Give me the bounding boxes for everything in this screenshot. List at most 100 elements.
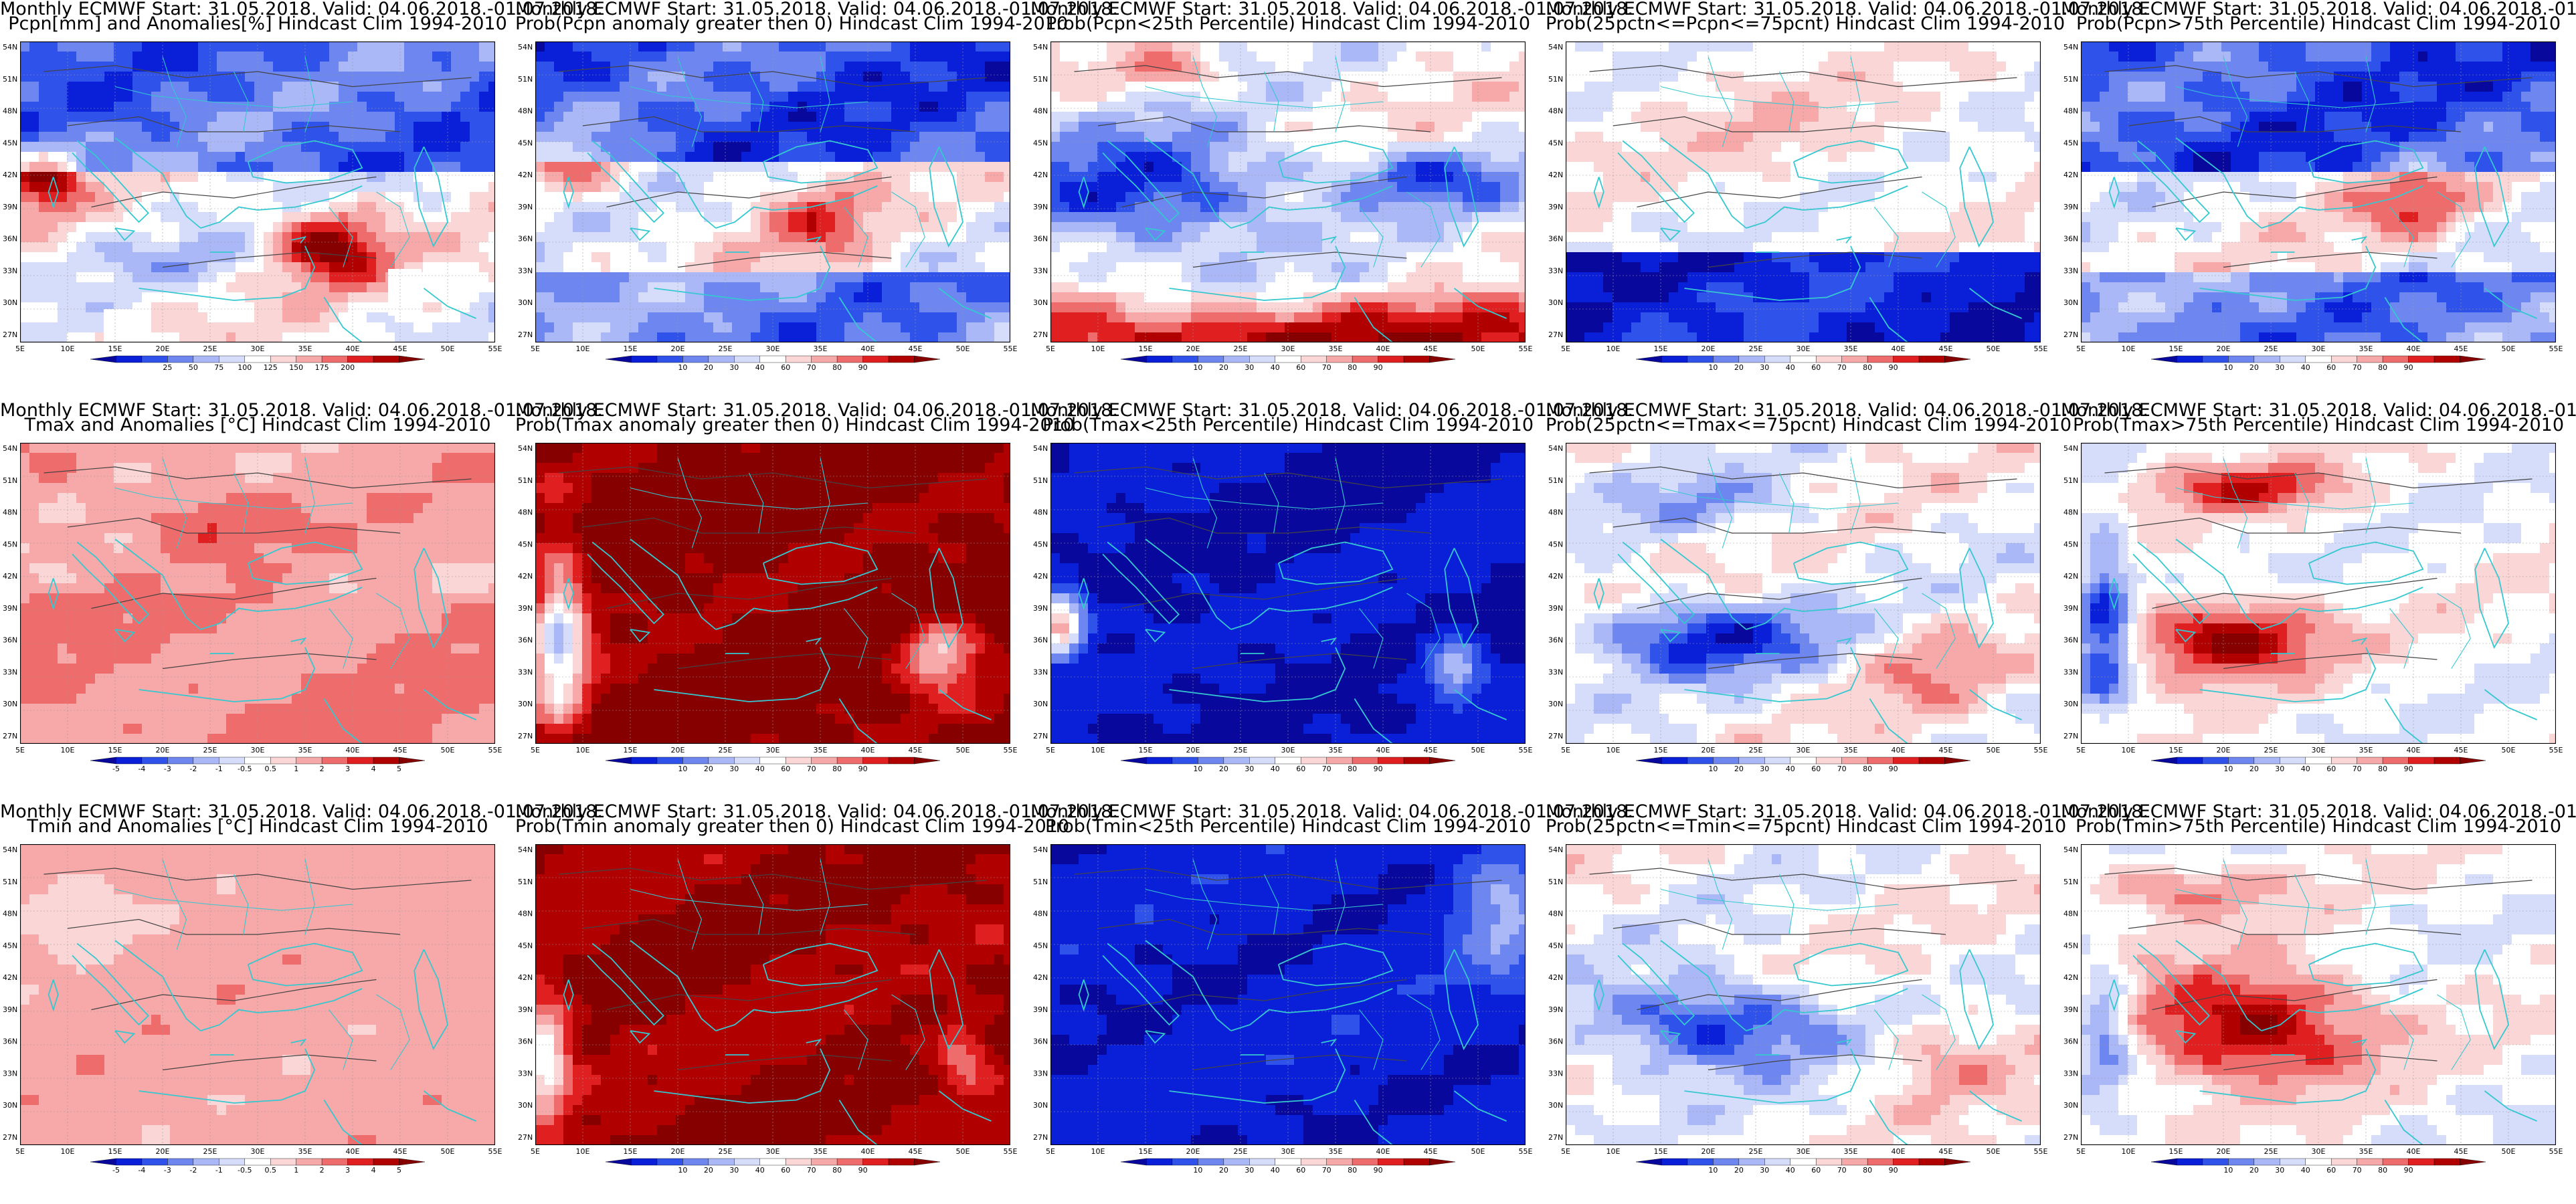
latitude-label: 42N [1033, 171, 1048, 179]
color-bar-segment [167, 355, 194, 363]
color-bar-label: -5 [112, 765, 120, 773]
longitude-label: 55E [2549, 746, 2563, 755]
longitude-label: 15E [2169, 1147, 2183, 1156]
latitude-label: 36N [1033, 1037, 1048, 1046]
longitude-label: 10E [1091, 344, 1105, 353]
field-cells [20, 443, 495, 744]
latitude-label: 30N [1548, 1101, 1563, 1110]
color-bar-label: 50 [189, 363, 198, 372]
longitude-label: 5E [531, 344, 540, 353]
panel-title-line1: Monthly ECMWF Start: 31.05.2018. Valid: … [0, 803, 603, 821]
color-bar-label: 20 [704, 765, 713, 773]
latitude-label: 27N [1033, 732, 1048, 740]
panel-title-line1: Monthly ECMWF Start: 31.05.2018. Valid: … [2061, 0, 2576, 19]
longitude-label: 45E [1424, 746, 1438, 755]
latitude-label: 30N [1033, 298, 1048, 307]
color-bar-segment [1816, 355, 1842, 363]
color-bar-label: 30 [2275, 765, 2284, 773]
panel-title-line2: Prob(25pctn<=Pcpn<=75pcnt) Hindcast Clim… [1546, 15, 2065, 33]
color-bar-segment [1429, 757, 1456, 765]
field-cells [2081, 443, 2556, 744]
map-panel: Monthly ECMWF Start: 31.05.2018. Valid: … [515, 401, 1118, 803]
latitude-label: 39N [3, 604, 17, 613]
map-panel: Monthly ECMWF Start: 31.05.2018. Valid: … [0, 803, 603, 1204]
longitude-label: 40E [1892, 1147, 1906, 1156]
longitude-label: 5E [1046, 344, 1055, 353]
color-bar-segment [631, 1158, 658, 1166]
color-bar-segment [2202, 355, 2229, 363]
color-bar-segment [399, 1158, 426, 1166]
color-bar-segment [193, 355, 219, 363]
color-bar-segment [1661, 355, 1688, 363]
color-bar-label: 70 [2353, 765, 2362, 773]
panel-title-line1: Monthly ECMWF Start: 31.05.2018. Valid: … [0, 401, 603, 420]
color-bar-label: 70 [1837, 363, 1847, 372]
color-bar-segment [1893, 757, 1920, 765]
color-bar-segment [759, 355, 786, 363]
longitude-label: 25E [1749, 746, 1763, 755]
color-bar-label: 40 [1271, 363, 1280, 372]
latitude-label: 54N [518, 845, 533, 854]
color-bar: 25 50 75 100 125 150 175 200 [90, 355, 426, 372]
longitude-label: 20E [671, 746, 685, 755]
color-bar-label: 40 [2301, 765, 2310, 773]
latitude-label: 42N [518, 973, 533, 982]
latitude-label: 36N [1548, 1037, 1563, 1046]
color-bar: 10 20 30 40 60 70 80 90 [1635, 1158, 1971, 1175]
latitude-label: 48N [1548, 910, 1563, 918]
color-bar-segment [914, 757, 941, 765]
color-bar-segment [2280, 757, 2306, 765]
longitude-label: 55E [488, 1147, 502, 1156]
longitude-label: 20E [671, 1147, 685, 1156]
color-bar-segment [786, 355, 812, 363]
latitude-label: 42N [2063, 572, 2078, 581]
color-bar-label: 60 [2326, 765, 2336, 773]
longitude-label: 30E [251, 746, 265, 755]
color-bar-segment [1275, 757, 1301, 765]
color-bar-segment [734, 757, 760, 765]
field-cells [1050, 844, 1526, 1145]
longitude-label: 5E [2076, 746, 2086, 755]
field-cells [1566, 443, 2041, 744]
latitude-label: 27N [2063, 1133, 2078, 1142]
latitude-label: 51N [1548, 75, 1563, 84]
forecast-map [2081, 844, 2556, 1145]
longitude-label: 35E [2359, 344, 2373, 353]
longitude-label: 45E [393, 1147, 407, 1156]
color-bar-segment [1301, 355, 1327, 363]
latitude-label: 30N [1548, 700, 1563, 708]
color-bar-segment [373, 1158, 399, 1166]
longitude-label: 35E [1844, 1147, 1858, 1156]
latitude-label: 39N [2063, 203, 2078, 211]
color-bar-segment [1198, 355, 1224, 363]
color-bar-segment [1429, 1158, 1456, 1166]
color-bar-label: 0.5 [264, 765, 276, 773]
latitude-label: 36N [1033, 235, 1048, 243]
longitude-label: 35E [2359, 1147, 2373, 1156]
color-bar-segment [2382, 355, 2409, 363]
longitude-label: 30E [1281, 746, 1295, 755]
color-bar-segment [347, 1158, 374, 1166]
longitude-label: 15E [2169, 746, 2183, 755]
forecast-map [20, 443, 495, 744]
latitude-label: 45N [2063, 941, 2078, 950]
color-bar-segment [2433, 1158, 2460, 1166]
latitude-label: 27N [1033, 330, 1048, 339]
latitude-label: 45N [1033, 138, 1048, 147]
latitude-label: 51N [518, 476, 533, 485]
color-bar-label: 80 [2378, 1166, 2387, 1175]
color-bar-label: 60 [2326, 363, 2336, 372]
longitude-label: 25E [1749, 344, 1763, 353]
color-bar-segment [1326, 757, 1353, 765]
color-bar-label: 2 [320, 765, 325, 773]
field-cells [1566, 41, 2041, 342]
longitude-label: 35E [814, 1147, 828, 1156]
color-bar-segment [1403, 757, 1430, 765]
color-bar-segment [1738, 355, 1765, 363]
color-bar-segment [1687, 757, 1714, 765]
latitude-label: 48N [3, 508, 17, 517]
longitude-label: 35E [298, 746, 312, 755]
color-bar-segment [2433, 757, 2460, 765]
color-bar-label: 90 [858, 765, 868, 773]
